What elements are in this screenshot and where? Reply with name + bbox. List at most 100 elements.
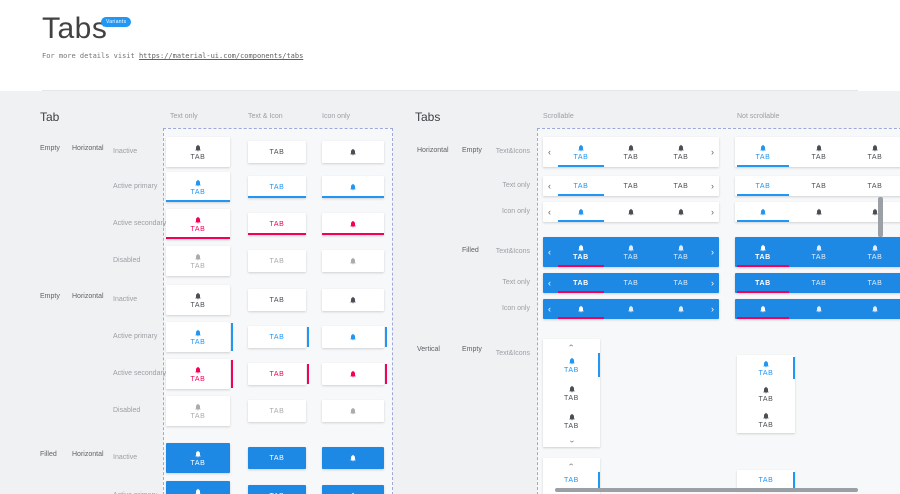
- tab[interactable]: TAB: [543, 351, 600, 379]
- tab[interactable]: TAB: [656, 273, 706, 293]
- tab[interactable]: TAB: [543, 379, 600, 407]
- tab[interactable]: TAB: [543, 407, 600, 435]
- tab-icon-only[interactable]: [322, 400, 384, 422]
- tab[interactable]: TAB: [847, 176, 900, 196]
- tab-text-only[interactable]: TAB: [248, 141, 306, 163]
- tab[interactable]: [656, 202, 706, 222]
- tab[interactable]: TAB: [543, 470, 600, 490]
- tab-label: TAB: [755, 153, 771, 161]
- group-fill-label: Empty: [462, 147, 482, 154]
- tab[interactable]: TAB: [735, 176, 791, 196]
- chevron-left-icon[interactable]: ‹: [548, 247, 551, 257]
- tab-text-icon[interactable]: TAB: [166, 209, 230, 239]
- chevron-right-icon[interactable]: ›: [711, 247, 714, 257]
- tab-text-only[interactable]: TAB: [248, 213, 306, 235]
- horizontal-scrollbar-thumb[interactable]: [555, 488, 858, 492]
- chevron-right-icon[interactable]: ›: [711, 304, 714, 314]
- chevron-left-icon[interactable]: ‹: [548, 278, 551, 288]
- tab-icon-only[interactable]: [322, 289, 384, 311]
- tab-text-icon[interactable]: TAB: [166, 396, 230, 426]
- tab-icon-only[interactable]: [322, 363, 387, 385]
- tab-text-icon[interactable]: TAB: [166, 285, 230, 315]
- tab[interactable]: [606, 202, 656, 222]
- tab-text-only[interactable]: TAB: [248, 363, 309, 385]
- tab[interactable]: TAB: [791, 176, 847, 196]
- chevron-left-icon[interactable]: ‹: [548, 181, 551, 191]
- tab[interactable]: TAB: [847, 237, 900, 267]
- state-label: Active secondary: [113, 370, 167, 377]
- tab[interactable]: TAB: [847, 137, 900, 167]
- docs-link[interactable]: https://material-ui.com/components/tabs: [138, 52, 304, 60]
- tab[interactable]: TAB: [735, 237, 791, 267]
- tab-text-icon[interactable]: TAB: [166, 137, 230, 167]
- tab-text-icon[interactable]: TAB: [166, 481, 230, 494]
- tab-text-only[interactable]: TAB: [248, 485, 306, 494]
- tab[interactable]: TAB: [606, 273, 656, 293]
- tab[interactable]: TAB: [735, 273, 791, 293]
- chevron-left-icon[interactable]: ‹: [548, 147, 551, 157]
- tab[interactable]: [791, 202, 847, 222]
- tab[interactable]: [847, 202, 900, 222]
- tab[interactable]: TAB: [556, 137, 606, 167]
- chevron-right-icon[interactable]: ›: [711, 207, 714, 217]
- tab-icon-only[interactable]: [322, 213, 384, 235]
- tab-text-icon[interactable]: TAB: [166, 172, 230, 202]
- tab-text-only[interactable]: TAB: [248, 176, 306, 198]
- vertical-scrollbar-thumb[interactable]: [878, 197, 883, 237]
- tab[interactable]: TAB: [606, 237, 656, 267]
- tab[interactable]: TAB: [737, 470, 795, 490]
- tab[interactable]: TAB: [656, 137, 706, 167]
- tab[interactable]: TAB: [556, 176, 606, 196]
- tab[interactable]: [847, 299, 900, 319]
- tab[interactable]: [556, 202, 606, 222]
- tab[interactable]: TAB: [556, 237, 606, 267]
- chevron-left-icon[interactable]: ‹: [548, 207, 551, 217]
- tab-text-icon[interactable]: TAB: [166, 246, 230, 276]
- tab-text-only[interactable]: TAB: [248, 289, 306, 311]
- tab-text-icon[interactable]: TAB: [166, 359, 233, 389]
- tab[interactable]: TAB: [737, 407, 795, 433]
- tab[interactable]: [656, 299, 706, 319]
- tab-icon-only[interactable]: [322, 485, 384, 494]
- active-indicator: [737, 220, 789, 222]
- tab-icon-only[interactable]: [322, 326, 387, 348]
- tab-text-only[interactable]: TAB: [248, 326, 309, 348]
- tab-icon-only[interactable]: [322, 141, 384, 163]
- tab-text-icon[interactable]: TAB: [166, 322, 233, 352]
- active-indicator: [322, 196, 384, 198]
- tab[interactable]: [791, 299, 847, 319]
- tab-text-only[interactable]: TAB: [248, 447, 306, 469]
- tab-icon-only[interactable]: [322, 447, 384, 469]
- tab-text-only[interactable]: TAB: [248, 250, 306, 272]
- chevron-left-icon[interactable]: ‹: [548, 304, 551, 314]
- active-indicator: [322, 233, 384, 235]
- chevron-right-icon[interactable]: ›: [711, 147, 714, 157]
- tab[interactable]: TAB: [656, 176, 706, 196]
- tab-label: TAB: [811, 153, 827, 161]
- chevron-right-icon[interactable]: ›: [711, 181, 714, 191]
- tab[interactable]: TAB: [737, 381, 795, 407]
- chevron-up-icon[interactable]: ‹: [566, 462, 576, 466]
- tab[interactable]: TAB: [735, 137, 791, 167]
- tab[interactable]: [606, 299, 656, 319]
- tab[interactable]: [735, 299, 791, 319]
- chevron-down-icon[interactable]: ‹: [566, 439, 576, 443]
- tab-text-only[interactable]: TAB: [248, 400, 306, 422]
- tab-text-icon[interactable]: TAB: [166, 443, 230, 473]
- tab[interactable]: [556, 299, 606, 319]
- tab[interactable]: TAB: [656, 237, 706, 267]
- tab[interactable]: TAB: [606, 176, 656, 196]
- tab[interactable]: TAB: [606, 137, 656, 167]
- tab-icon-only[interactable]: [322, 176, 384, 198]
- tab-icon-only[interactable]: [322, 250, 384, 272]
- tab[interactable]: TAB: [791, 273, 847, 293]
- chevron-up-icon[interactable]: ‹: [566, 343, 576, 347]
- tab[interactable]: TAB: [847, 273, 900, 293]
- tab[interactable]: TAB: [556, 273, 606, 293]
- tab[interactable]: TAB: [791, 137, 847, 167]
- tab[interactable]: TAB: [791, 237, 847, 267]
- chevron-right-icon[interactable]: ›: [711, 278, 714, 288]
- tab[interactable]: [735, 202, 791, 222]
- active-indicator: [231, 360, 233, 388]
- tab[interactable]: TAB: [737, 355, 795, 381]
